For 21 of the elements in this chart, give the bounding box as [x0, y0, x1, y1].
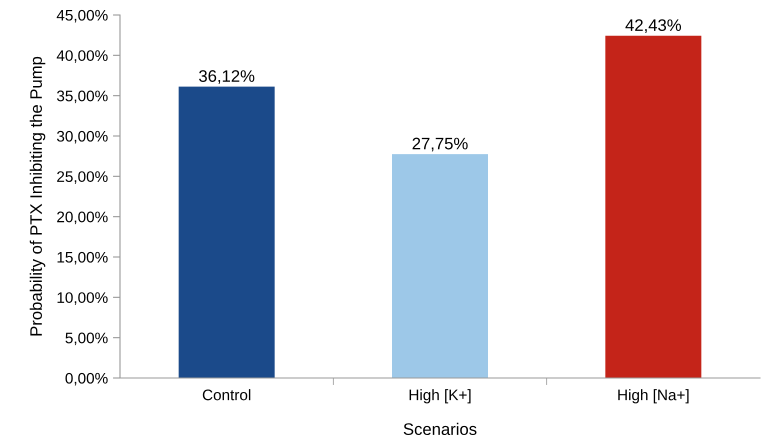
y-tick-label: 35,00% — [56, 90, 108, 104]
y-tick-label: 25,00% — [57, 171, 108, 184]
x-tick-label: High [Na+] — [618, 389, 689, 404]
y-tick-label: 0,00% — [65, 372, 108, 386]
bar — [178, 86, 275, 378]
data-label: 42,43% — [625, 19, 682, 34]
bar — [605, 36, 702, 378]
y-tick-label: 30,00% — [56, 130, 108, 144]
bar — [392, 154, 488, 378]
x-tick-label: Control — [202, 389, 250, 400]
y-axis-title: Probability of PTX Inhibiting the Pump — [30, 56, 46, 336]
y-tick-label: 45,00% — [56, 10, 108, 22]
data-label: 27,75% — [412, 138, 468, 152]
y-tick-label: 20,00% — [57, 212, 108, 224]
data-label: 36,12% — [199, 70, 254, 84]
x-axis-title: Scenarios — [404, 422, 476, 436]
y-tick-label: 40,00% — [56, 50, 108, 63]
y-tick-label: 5,00% — [65, 332, 108, 346]
y-tick-label: 15,00% — [58, 252, 108, 264]
y-tick-label: 10,00% — [58, 292, 108, 305]
x-tick-label: High [K+] — [410, 389, 471, 404]
